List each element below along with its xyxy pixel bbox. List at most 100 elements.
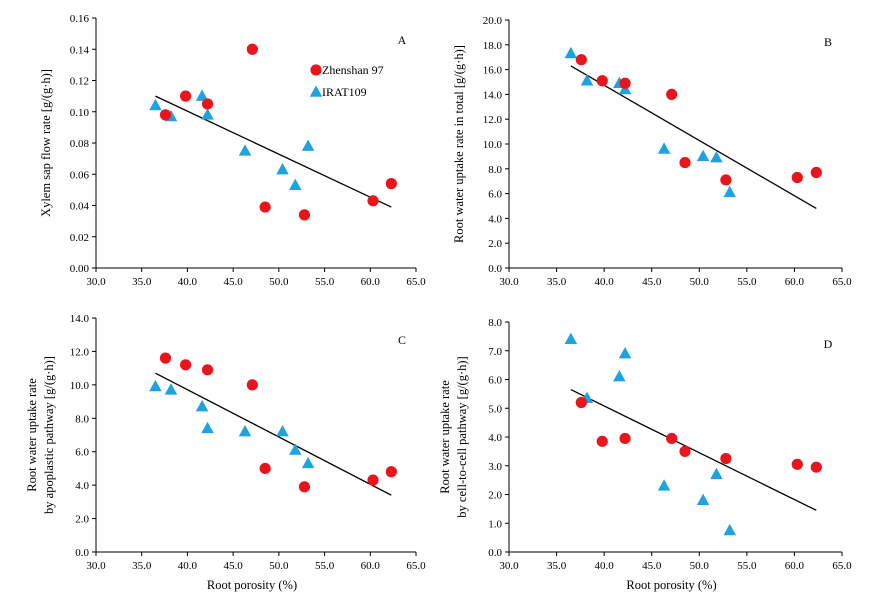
legend-entry: Zhenshan 97 [322,63,384,77]
data-point [201,98,214,110]
y-tick-label: 20.0 [483,15,503,27]
data-point [696,149,710,162]
data-point [564,46,578,59]
y-tick-label: 18.0 [483,40,503,52]
y-tick-label: 8.0 [75,413,89,425]
x-axis-label: Root porosity (%) [626,578,716,592]
y-tick-label: 2.0 [488,238,502,250]
x-tick-label: 50.0 [269,276,289,288]
y-tick-label: 1.0 [488,518,502,530]
y-tick-label: 0.10 [70,107,90,119]
y-tick-label: 0.14 [70,44,90,56]
y-tick-label: 4.0 [488,432,502,444]
data-point [246,43,258,55]
y-tick-label: 8.0 [488,317,502,329]
y-tick-label: 12.0 [483,114,503,126]
y-axis-label: by apoplastic pathway [g/(g·h)] [42,356,56,514]
series-zhenshan-97 [159,43,397,221]
x-tick-label: 45.0 [642,276,662,288]
data-point [696,493,710,506]
panel-label: D [824,337,833,351]
x-tick-label: 60.0 [361,560,381,572]
y-tick-label: 0.06 [70,169,90,181]
x-tick-label: 55.0 [315,276,335,288]
trend-line [155,95,392,208]
data-point [710,151,723,163]
x-tick-label: 40.0 [178,560,198,572]
legend-marker [310,64,322,76]
data-point [195,89,209,101]
y-tick-label: 3.0 [488,461,502,473]
x-tick-label: 35.0 [132,276,152,288]
panel-label: A [398,33,407,47]
x-tick-label: 60.0 [785,276,805,288]
data-point [201,108,214,120]
y-tick-label: 6.0 [488,375,502,387]
y-axis-label: Root water uptake rate in total [g/(g·h)… [452,45,466,243]
y-tick-label: 4.0 [488,213,502,225]
x-tick-label: 40.0 [595,276,615,288]
x-tick-label: 55.0 [737,560,757,572]
legend: Zhenshan 97 IRAT109 [309,63,384,99]
data-point [564,332,578,345]
x-tick-label: 40.0 [178,276,198,288]
data-point [289,178,302,190]
y-tick-label: 2.0 [488,490,502,502]
y-tick-label: 12.0 [70,346,90,358]
y-tick-label: 10.0 [483,139,503,151]
data-point [259,201,271,213]
trend-line [570,65,817,210]
series-zhenshan-97 [575,54,822,186]
y-tick-label: 4.0 [75,480,89,492]
y-axis-label: by cell-to-cell pathway [g/(g·h)] [455,356,469,517]
series-irat109 [564,46,737,198]
trend-line [570,388,817,511]
y-tick-label: 0.0 [488,547,502,559]
data-point [575,54,587,66]
y-tick-label: 0.00 [70,263,90,275]
trend-line [155,372,392,496]
data-point [596,435,608,447]
data-point [791,458,803,470]
x-tick-label: 50.0 [690,560,710,572]
data-point [298,481,311,493]
y-tick-label: 0.12 [70,76,89,88]
data-point [723,185,737,198]
data-point [723,523,737,536]
y-tick-label: 14.0 [70,313,90,325]
data-point [619,77,631,89]
x-tick-label: 65.0 [832,560,852,572]
panel-b: 30.0 35.0 40.0 45.0 50.0 55.0 60.0 65.0 0.0 2.0 4.… [452,15,852,288]
y-tick-label: 0.08 [70,138,90,150]
data-point [657,479,671,491]
data-point [276,162,289,175]
data-point [666,432,678,445]
y-tick-label: 6.0 [488,189,502,201]
data-point [201,421,214,434]
data-point [619,432,631,445]
data-point [164,383,178,395]
x-tick-label: 40.0 [595,560,615,572]
data-point [246,379,258,391]
y-tick-label: 0.04 [70,201,90,213]
data-point [289,443,302,455]
data-point [298,209,311,221]
series-irat109 [149,379,315,469]
y-tick-label: 14.0 [483,89,503,101]
y-tick-label: 2.0 [75,514,89,526]
x-tick-label: 50.0 [269,560,289,572]
data-point [580,74,594,86]
data-point [657,142,671,154]
data-point [810,461,822,473]
data-point [180,90,192,102]
x-tick-label: 30.0 [499,276,519,288]
x-tick-label: 55.0 [737,276,757,288]
x-tick-label: 35.0 [132,560,152,572]
x-tick-label: 30.0 [86,276,106,288]
data-point [149,379,162,392]
data-point [720,174,732,186]
x-tick-label: 60.0 [361,276,381,288]
x-tick-label: 65.0 [406,276,426,288]
x-tick-label: 60.0 [785,560,805,572]
